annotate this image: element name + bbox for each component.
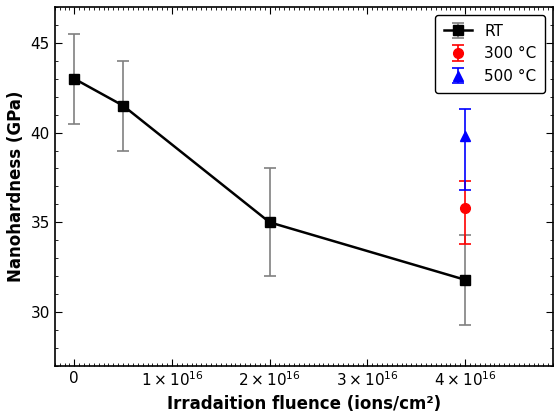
Legend: RT, 300 °C, 500 °C: RT, 300 °C, 500 °C	[435, 15, 545, 93]
X-axis label: Irradaition fluence (ions/cm²): Irradaition fluence (ions/cm²)	[167, 395, 441, 413]
Y-axis label: Nanohardness (GPa): Nanohardness (GPa)	[7, 91, 25, 282]
